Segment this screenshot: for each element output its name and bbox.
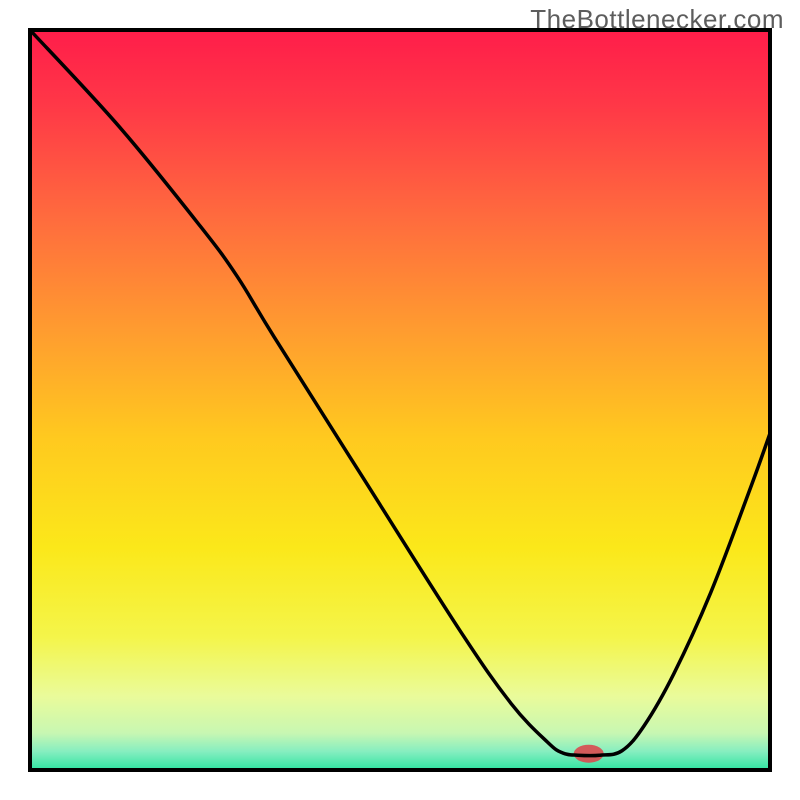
watermark-label: TheBottlenecker.com (530, 4, 784, 35)
chart-container: TheBottlenecker.com (0, 0, 800, 800)
bottleneck-curve-chart (0, 0, 800, 800)
plot-background (30, 30, 770, 770)
